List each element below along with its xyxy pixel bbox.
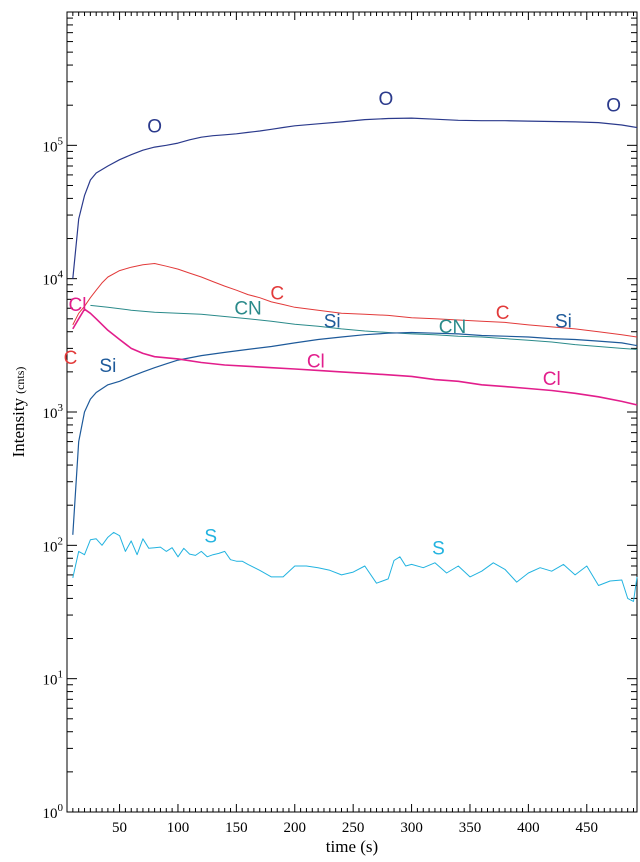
y-tick-exponent: 0 [58,802,64,814]
series-label-cn: CN [439,317,466,338]
x-tick-label: 200 [284,820,307,836]
x-axis-title: time (s) [326,837,378,856]
series-label-c: C [64,348,78,369]
x-tick-label: 300 [400,820,423,836]
y-tick-exponent: 5 [58,135,64,147]
y-tick-base: 10 [43,139,58,155]
series-line-cn [90,304,638,350]
x-tick-label: 250 [342,820,365,836]
series-line-c [72,263,638,338]
y-tick-exponent: 1 [58,669,64,681]
y-tick-exponent: 2 [58,535,64,547]
series-labels: O O O C C C CN CN Si Si Si Cl Cl Cl S S [64,89,621,560]
y-tick-label: 105 [43,135,64,155]
x-tick-label: 100 [167,820,190,836]
series-label-si: Si [324,312,341,333]
x-tick-label: 450 [576,820,599,836]
series-label-s: S [204,527,217,548]
y-tick-exponent: 4 [58,269,64,281]
series-label-c: C [496,303,510,324]
series-label-cl: Cl [307,352,325,373]
series-line-o [72,117,638,279]
y-tick-label: 100 [43,802,64,822]
y-tick-label: 104 [43,269,64,289]
y-tick-label: 103 [43,402,64,422]
series-label-o: O [147,116,162,137]
x-tick-label: 400 [517,820,540,836]
x-axis: 50 100 150 200 250 300 350 400 450 [72,12,634,836]
y-tick-exponent: 3 [58,402,64,414]
series-label-o: O [606,95,621,116]
x-tick-label: 150 [225,820,248,836]
series-label-cl: Cl [69,295,87,316]
y-axis-title-main: Intensity [9,397,28,457]
y-tick-label: 102 [43,535,64,555]
series-label-si: Si [555,312,572,333]
y-tick-base: 10 [43,673,58,689]
series-label-si: Si [99,356,116,377]
x-tick-label: 50 [112,820,127,836]
series-label-c: C [270,283,284,304]
y-tick-base: 10 [43,406,58,422]
y-tick-base: 10 [43,273,58,289]
y-tick-base: 10 [43,539,58,555]
y-tick-label: 101 [43,669,64,689]
series-label-o: O [378,89,393,110]
series-line-cl [72,308,638,406]
series-label-cl: Cl [543,369,561,390]
series-label-s: S [432,539,445,560]
series-lines [72,117,638,602]
y-tick-base: 10 [43,806,58,822]
y-axis-title-unit: (cnts) [13,367,27,394]
x-tick-label: 350 [459,820,482,836]
series-line-si [72,331,638,535]
y-axis-title: Intensity (cnts) [9,367,28,458]
series-line-s [72,531,638,602]
series-label-cn: CN [234,298,261,319]
